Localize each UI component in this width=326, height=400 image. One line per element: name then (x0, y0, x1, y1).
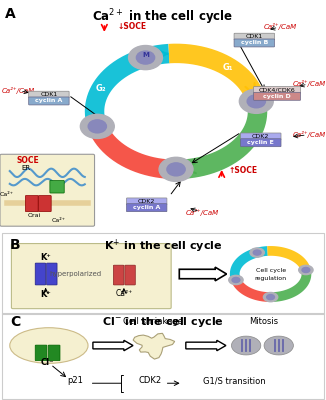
FancyBboxPatch shape (50, 180, 64, 193)
FancyArrow shape (93, 340, 133, 351)
Text: Cl⁻: Cl⁻ (40, 358, 54, 368)
Circle shape (253, 250, 261, 255)
Text: ↑SOCE: ↑SOCE (228, 166, 257, 175)
Circle shape (263, 292, 278, 302)
Text: Mitosis: Mitosis (249, 316, 279, 326)
Text: Ca$^{2+}$ in the cell cycle: Ca$^{2+}$ in the cell cycle (93, 7, 233, 26)
FancyBboxPatch shape (241, 139, 281, 147)
Text: ER: ER (22, 165, 31, 171)
Text: CDK2: CDK2 (139, 376, 161, 385)
FancyBboxPatch shape (126, 198, 167, 205)
Circle shape (128, 46, 162, 70)
Text: CDK1: CDK1 (246, 34, 263, 39)
Text: cyclin B: cyclin B (241, 40, 268, 46)
Text: Stim: Stim (50, 184, 64, 189)
Text: M: M (142, 52, 149, 58)
Text: A: A (5, 7, 16, 21)
FancyBboxPatch shape (11, 244, 171, 309)
Text: Ca²⁺/CaM: Ca²⁺/CaM (293, 131, 326, 138)
Text: Orai: Orai (28, 213, 41, 218)
Text: cyclin D: cyclin D (263, 94, 291, 99)
FancyBboxPatch shape (47, 263, 57, 285)
Text: K$^{+}$ in the cell cycle: K$^{+}$ in the cell cycle (104, 237, 222, 254)
FancyBboxPatch shape (35, 345, 47, 361)
Text: Ca²⁺/CaM: Ca²⁺/CaM (293, 80, 326, 87)
Circle shape (239, 89, 273, 113)
Circle shape (231, 336, 261, 355)
Text: G₂: G₂ (96, 84, 106, 93)
FancyArrow shape (179, 267, 227, 281)
FancyBboxPatch shape (29, 91, 69, 98)
Text: CDK1: CDK1 (40, 92, 57, 97)
FancyBboxPatch shape (0, 154, 95, 226)
FancyBboxPatch shape (25, 196, 38, 212)
FancyBboxPatch shape (126, 204, 167, 212)
Circle shape (167, 163, 185, 176)
Circle shape (88, 120, 107, 133)
Text: S: S (241, 135, 247, 144)
Text: CDK4/CDK6: CDK4/CDK6 (259, 88, 295, 92)
Circle shape (267, 294, 274, 300)
Text: cyclin A: cyclin A (35, 98, 63, 104)
Circle shape (299, 265, 313, 275)
FancyBboxPatch shape (241, 133, 281, 140)
Circle shape (302, 268, 310, 272)
Circle shape (250, 248, 264, 257)
FancyBboxPatch shape (254, 92, 301, 100)
Text: B: B (10, 238, 21, 252)
Text: Ca²⁺/CaM: Ca²⁺/CaM (1, 87, 35, 94)
Text: Ca²⁺/CaM: Ca²⁺/CaM (185, 209, 219, 216)
Text: p21: p21 (67, 376, 83, 385)
Circle shape (229, 275, 243, 284)
FancyArrow shape (186, 340, 226, 351)
FancyBboxPatch shape (35, 263, 46, 285)
Text: hyperpolarized: hyperpolarized (49, 271, 101, 277)
Text: Cl$^{-}$ in the cell cycle: Cl$^{-}$ in the cell cycle (102, 315, 224, 329)
Text: CDK2: CDK2 (252, 134, 270, 139)
Text: C: C (10, 315, 20, 329)
Text: Cell shrinkage: Cell shrinkage (123, 316, 183, 326)
Circle shape (264, 336, 293, 355)
FancyBboxPatch shape (113, 265, 124, 285)
Text: Ca²⁺/CaM: Ca²⁺/CaM (264, 23, 297, 30)
Text: CDK2: CDK2 (138, 199, 156, 204)
Text: G₁: G₁ (222, 63, 233, 72)
Polygon shape (133, 333, 175, 359)
Text: Cell cycle: Cell cycle (256, 268, 286, 273)
Text: Ca²⁺: Ca²⁺ (0, 192, 13, 197)
Text: Ca²⁺: Ca²⁺ (52, 218, 66, 222)
Text: cyclin A: cyclin A (133, 205, 160, 210)
Ellipse shape (10, 328, 88, 363)
FancyBboxPatch shape (254, 86, 301, 93)
Circle shape (136, 51, 155, 64)
Text: K⁺: K⁺ (40, 253, 51, 262)
Circle shape (159, 157, 193, 182)
Text: SOCE: SOCE (16, 156, 39, 164)
Text: cyclin E: cyclin E (247, 140, 274, 145)
FancyBboxPatch shape (48, 345, 60, 361)
Circle shape (81, 114, 114, 138)
Circle shape (232, 278, 240, 282)
Text: G1/S transition: G1/S transition (203, 376, 266, 385)
FancyBboxPatch shape (29, 97, 69, 105)
Circle shape (247, 95, 265, 108)
Text: Ca²⁺: Ca²⁺ (115, 289, 132, 298)
FancyBboxPatch shape (125, 265, 135, 285)
Text: ↓SOCE: ↓SOCE (117, 22, 146, 31)
FancyBboxPatch shape (38, 196, 51, 212)
FancyBboxPatch shape (234, 39, 274, 47)
Text: regulation: regulation (255, 276, 287, 281)
Text: K⁺: K⁺ (40, 290, 51, 299)
FancyBboxPatch shape (234, 33, 274, 40)
